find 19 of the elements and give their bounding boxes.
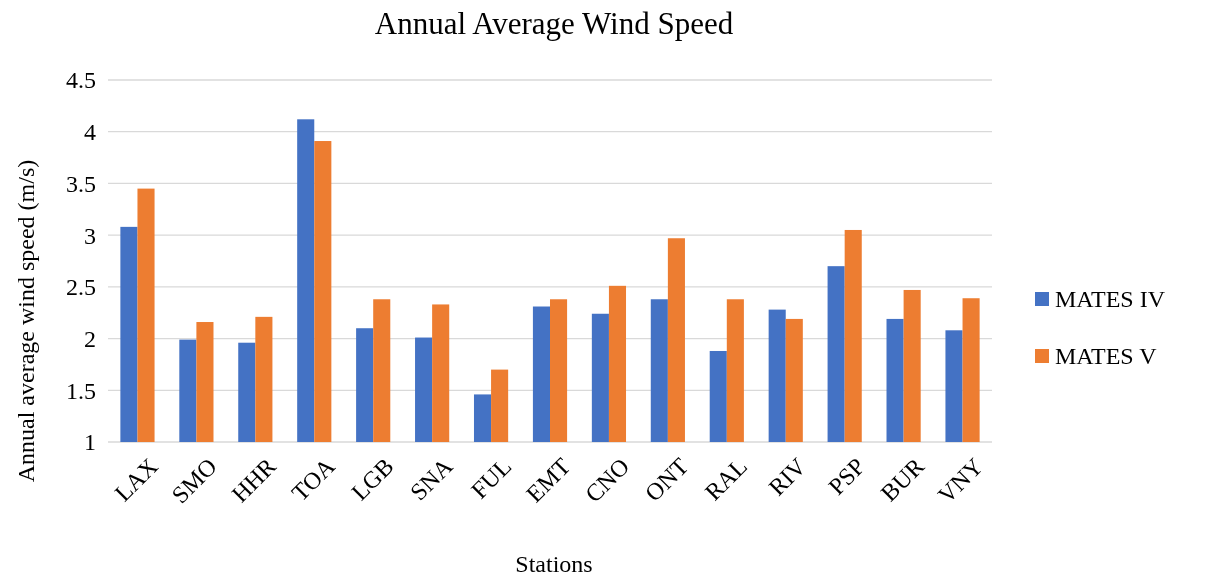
x-tick-label: FUL bbox=[466, 453, 517, 504]
legend-label: MATES V bbox=[1055, 343, 1158, 370]
y-tick-label: 1.5 bbox=[66, 377, 96, 404]
y-tick-label: 4 bbox=[84, 119, 96, 146]
x-tick-label: TOA bbox=[286, 452, 341, 506]
chart-title: Annual Average Wind Speed bbox=[374, 6, 734, 41]
y-tick-label: 3 bbox=[84, 222, 96, 249]
y-tick-label: 2.5 bbox=[66, 274, 96, 301]
y-axis-title: Annual average wind speed (m/s) bbox=[13, 159, 39, 483]
y-tick-label: 3.5 bbox=[66, 170, 96, 197]
legend-label: MATES IV bbox=[1055, 286, 1166, 313]
x-tick-label: PSP bbox=[823, 453, 871, 500]
x-tick-label: RAL bbox=[699, 453, 753, 506]
x-tick-label: SNA bbox=[405, 452, 459, 506]
y-tick-label: 1 bbox=[84, 429, 96, 456]
x-axis-title: Stations bbox=[515, 551, 593, 577]
y-tick-label: 4.5 bbox=[66, 67, 96, 94]
y-tick-label: 2 bbox=[84, 325, 96, 352]
x-tick-label: RIV bbox=[763, 452, 812, 501]
